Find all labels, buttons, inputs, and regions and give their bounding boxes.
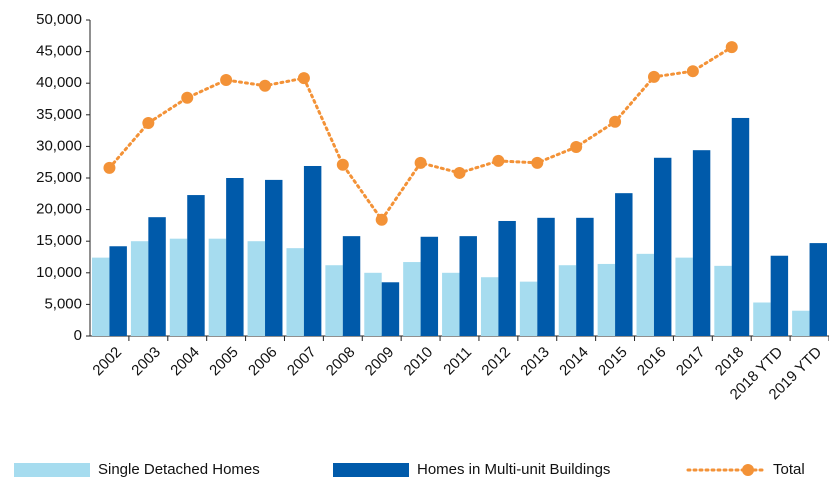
legend-swatch [333,463,409,477]
point [609,115,622,128]
y-tick-label: 30,000 [36,137,82,154]
point [492,154,505,167]
legend-label: Single Detached Homes [98,461,260,478]
bar [130,241,149,336]
bar [265,179,283,336]
point [297,72,310,85]
bar [753,302,771,336]
y-tick-label: 45,000 [36,43,82,60]
x-tick-label: 2004 [167,344,203,380]
bar [576,217,594,336]
bar [792,310,810,336]
bar [303,165,322,336]
point [142,117,155,130]
x-tick-label: 2002 [89,344,125,380]
bar [226,178,244,336]
bar [286,248,304,336]
point [531,156,544,169]
y-tick-label: 40,000 [36,74,82,91]
bar [809,243,827,336]
bar [675,257,693,336]
legend-label: Homes in Multi-unit Buildings [417,461,610,478]
x-tick-label: 2017 [673,344,709,380]
point [414,156,427,169]
point [686,65,699,78]
x-tick-label: 2005 [206,344,242,380]
x-tick-label: 2013 [517,344,553,380]
bar [381,282,400,336]
legend-label: Total [773,461,805,478]
point [336,158,349,171]
bar [653,157,672,336]
x-tick-label: 2010 [401,344,437,380]
point [725,41,738,54]
bar [692,150,711,336]
bar [636,253,654,336]
y-tick-label: 5,000 [44,295,82,312]
bar [403,262,421,336]
bar [731,117,750,337]
y-tick-label: 10,000 [36,264,82,281]
x-tick-label: 2012 [478,344,514,380]
point [181,91,194,104]
x-tick-label: 2011 [440,344,475,379]
y-tick-label: 20,000 [36,201,82,218]
y-tick-label: 15,000 [36,232,82,249]
bar [92,257,110,336]
point [570,141,583,154]
x-tick-label: 2014 [556,344,592,380]
bar [714,265,732,336]
bar [558,265,577,336]
x-tick-label: 2003 [128,344,164,380]
x-tick-label: 2018 [712,344,748,380]
bar [169,238,188,336]
point [375,213,388,226]
point [647,70,660,83]
x-tick-label: 2006 [245,344,281,380]
bar [148,217,166,336]
legend-swatch [14,463,90,477]
x-tick-label: 2007 [284,344,320,380]
bar [615,193,633,336]
point [220,74,233,87]
x-tick-label: 2009 [362,344,398,380]
bar [342,236,361,336]
y-tick-label: 25,000 [36,169,82,186]
bar [770,255,789,336]
point [453,166,466,179]
legend-swatch [742,464,754,476]
bar [420,236,439,336]
bar [442,272,460,336]
y-tick-label: 50,000 [36,11,82,28]
bar [498,220,516,336]
bar [597,263,616,336]
bar [187,195,205,336]
bar [109,246,127,336]
y-tick-label: 0 [74,327,82,344]
point [103,161,116,174]
bar [325,265,343,336]
line [107,45,734,223]
bar [519,281,538,336]
bar [537,217,555,336]
x-tick-label: 2008 [323,344,359,380]
point [259,79,272,92]
bar [208,238,227,336]
bar [480,277,499,336]
x-tick-label: 2016 [634,344,670,380]
bar [247,241,266,336]
bar [364,272,382,336]
bar [459,236,477,336]
x-tick-label: 2015 [595,344,631,380]
y-tick-label: 35,000 [36,106,82,123]
